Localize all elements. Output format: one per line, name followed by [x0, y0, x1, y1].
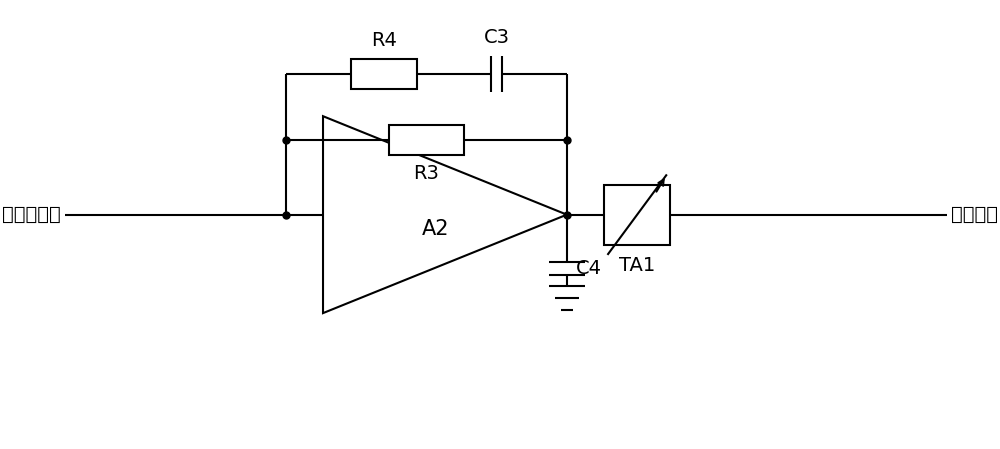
Text: 输出信号: 输出信号	[951, 205, 998, 224]
Text: 来自低噪放: 来自低噪放	[2, 205, 60, 224]
Text: A2: A2	[422, 219, 449, 239]
Bar	[351, 59, 417, 89]
Text: C3: C3	[483, 28, 509, 47]
Bar	[604, 185, 670, 245]
Bar	[389, 125, 464, 154]
Text: R4: R4	[371, 31, 397, 49]
Text: C4: C4	[576, 259, 602, 277]
Text: TA1: TA1	[619, 256, 655, 275]
Text: R3: R3	[413, 164, 439, 183]
